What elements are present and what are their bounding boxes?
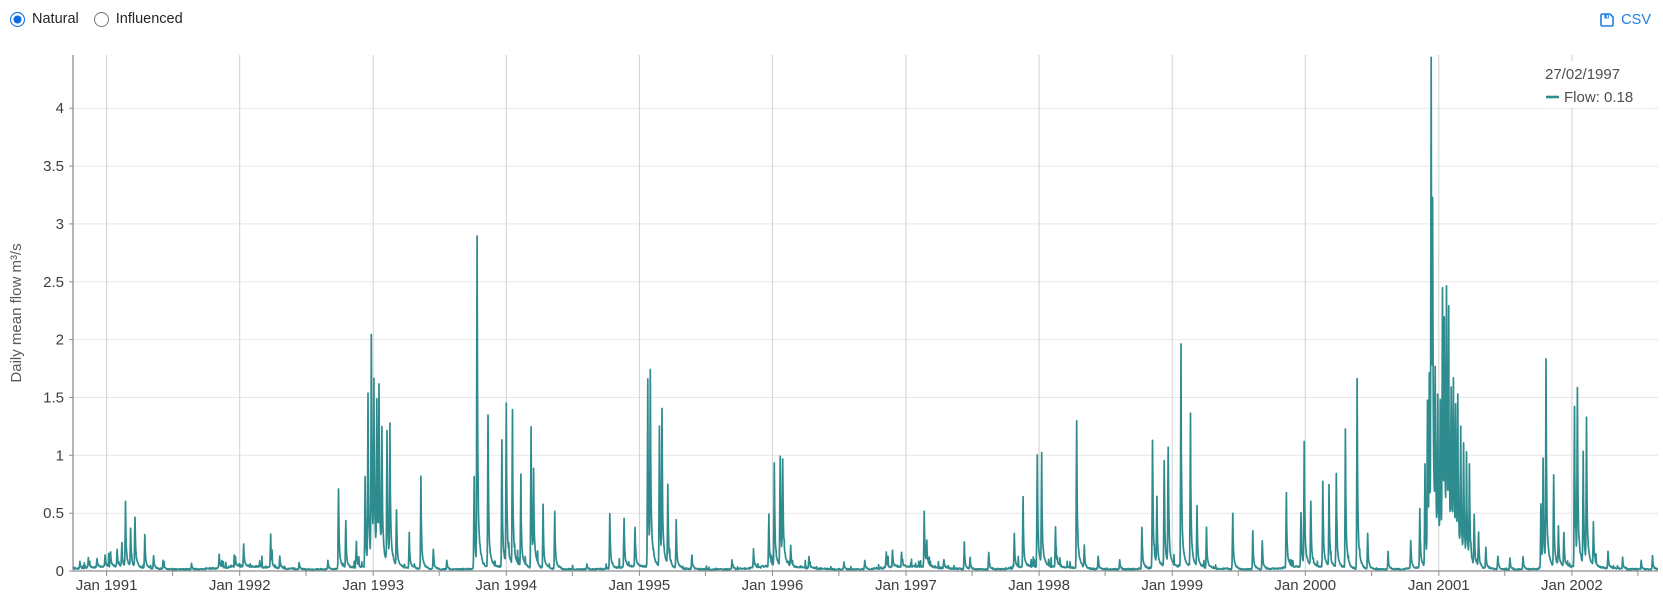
svg-text:Jan 1998: Jan 1998 bbox=[1008, 577, 1070, 594]
svg-text:Jan 1995: Jan 1995 bbox=[609, 577, 671, 594]
svg-text:2.5: 2.5 bbox=[43, 274, 64, 291]
flow-series-line bbox=[73, 56, 1658, 571]
svg-text:4: 4 bbox=[56, 100, 64, 117]
svg-text:Jan 2000: Jan 2000 bbox=[1274, 577, 1336, 594]
svg-text:3.5: 3.5 bbox=[43, 158, 64, 175]
hover-tooltip: 27/02/1997 Flow: 0.18 bbox=[1538, 61, 1650, 108]
axis-tick-labels: 0 0.5 1 1.5 2 2.5 3 3.5 4 Jan 1991 Jan 1992 Jan 199… bbox=[43, 100, 1603, 594]
radio-influenced-label: Influenced bbox=[115, 11, 183, 27]
svg-text:1.5: 1.5 bbox=[43, 390, 64, 407]
csv-download-button[interactable]: CSV bbox=[1595, 10, 1655, 30]
svg-text:Jan 1999: Jan 1999 bbox=[1141, 577, 1203, 594]
radio-natural-label: Natural bbox=[32, 11, 79, 27]
save-icon bbox=[1599, 12, 1615, 28]
csv-button-label: CSV bbox=[1621, 12, 1651, 28]
tooltip-flow-value: Flow: 0.18 bbox=[1564, 89, 1633, 106]
svg-text:Jan 2002: Jan 2002 bbox=[1541, 577, 1603, 594]
svg-text:Jan 1992: Jan 1992 bbox=[209, 577, 271, 594]
svg-text:2: 2 bbox=[56, 332, 64, 349]
svg-text:Jan 1993: Jan 1993 bbox=[342, 577, 404, 594]
axes bbox=[69, 55, 1658, 576]
tooltip-date: 27/02/1997 bbox=[1545, 66, 1620, 83]
svg-text:3: 3 bbox=[56, 216, 64, 233]
svg-text:Jan 1991: Jan 1991 bbox=[76, 577, 138, 594]
svg-text:0.5: 0.5 bbox=[43, 505, 64, 522]
chart-plot-area[interactable] bbox=[73, 55, 1658, 571]
radio-natural[interactable]: Natural bbox=[10, 11, 79, 27]
y-axis-title: Daily mean flow m³/s bbox=[8, 243, 25, 382]
series-type-radio-group: Natural Influenced bbox=[10, 11, 183, 27]
svg-text:Jan 2001: Jan 2001 bbox=[1408, 577, 1470, 594]
radio-natural-control[interactable] bbox=[10, 11, 25, 27]
svg-text:0: 0 bbox=[56, 563, 64, 580]
svg-text:1: 1 bbox=[56, 447, 64, 464]
svg-text:Jan 1994: Jan 1994 bbox=[475, 577, 537, 594]
svg-text:Jan 1996: Jan 1996 bbox=[742, 577, 804, 594]
radio-influenced[interactable]: Influenced bbox=[93, 11, 183, 27]
svg-text:Jan 1997: Jan 1997 bbox=[875, 577, 937, 594]
radio-influenced-control[interactable] bbox=[93, 11, 109, 27]
